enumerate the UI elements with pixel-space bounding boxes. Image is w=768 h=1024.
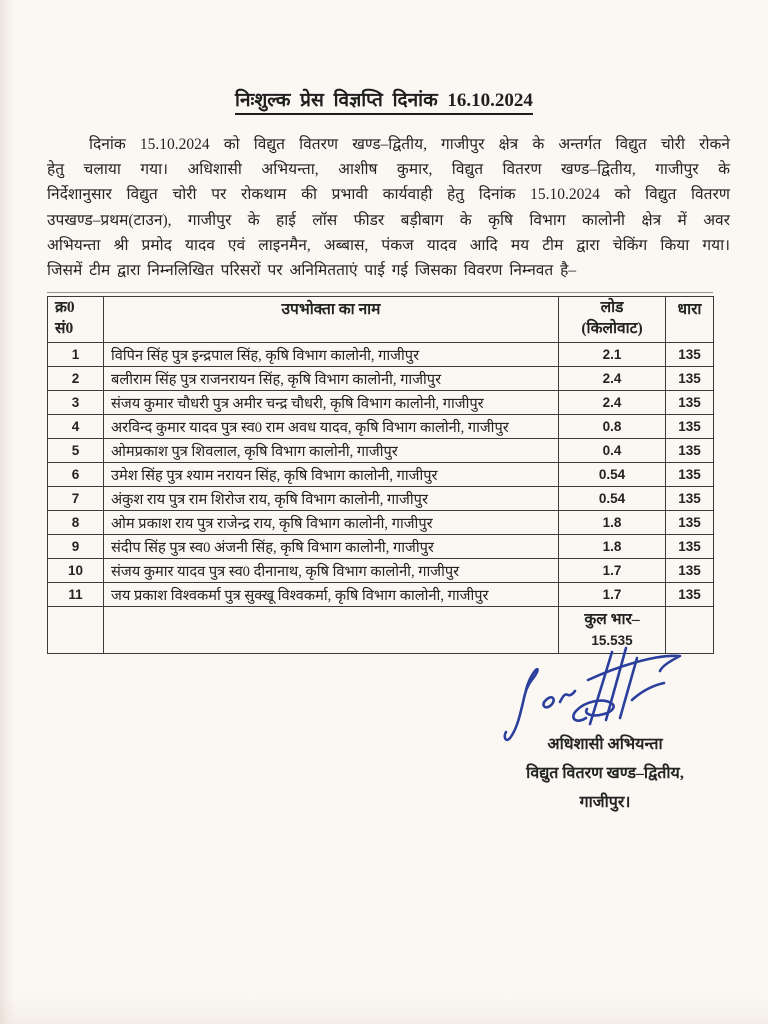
cell-sr: 10: [47, 558, 104, 584]
cell-name: ओम प्रकाश राय पुत्र राजेन्द्र राय, कृषि …: [103, 510, 559, 536]
table-row: 3 संजय कुमार चौधरी पुत्र अमीर चन्द्र चौधर…: [47, 390, 714, 416]
header-serial-line2: सं0: [55, 320, 74, 338]
total-empty-serial: [47, 606, 104, 655]
table-row: 9 संदीप सिंह पुत्र स्व0 अंजनी सिंह, कृषि …: [47, 534, 714, 560]
cell-load: 2.4: [558, 366, 666, 392]
table-row: 7 अंकुश राय पुत्र राम शिरोज राय, कृषि विभ…: [47, 486, 714, 512]
cell-dhara: 135: [665, 510, 714, 536]
cell-sr: 6: [47, 462, 104, 488]
header-load-line2: (किलोवाट): [581, 320, 643, 338]
cell-sr: 8: [47, 510, 104, 536]
cell-name: संजय कुमार चौधरी पुत्र अमीर चन्द्र चौधरी…: [103, 390, 559, 416]
cell-dhara: 135: [665, 414, 714, 440]
cell-dhara: 135: [665, 462, 714, 488]
handwritten-signature-icon: [503, 646, 682, 742]
cell-dhara: 135: [665, 534, 714, 560]
document-title: निःशुल्क प्रेस विज्ञप्ति दिनांक 16.10.20…: [0, 0, 768, 115]
consumer-table: क्र0 सं0 उपभोक्ता का नाम लोड (किलोवाट) ध…: [47, 296, 714, 655]
total-empty-section: [665, 606, 714, 655]
table-row: 1 विपिन सिंह पुत्र इन्द्रपाल सिंह, कृषि व…: [47, 342, 714, 368]
cell-dhara: 135: [665, 342, 714, 368]
cell-name: जय प्रकाश विश्वकर्मा पुत्र सुक्खू विश्वक…: [103, 582, 559, 608]
cell-load: 0.8: [558, 414, 666, 440]
total-empty-name: [103, 606, 559, 655]
cell-load: 2.1: [558, 342, 666, 368]
cell-load: 2.4: [558, 390, 666, 416]
cell-load: 1.7: [558, 558, 666, 584]
cell-name: अरविन्द कुमार यादव पुत्र स्व0 राम अवध या…: [103, 414, 559, 440]
cell-dhara: 135: [665, 366, 714, 392]
signer-city: गाजीपुर।: [579, 794, 631, 811]
header-serial-line1: क्र0: [55, 299, 75, 317]
cell-load: 0.4: [558, 438, 666, 464]
cell-name: विपिन सिंह पुत्र इन्द्रपाल सिंह, कृषि वि…: [103, 342, 559, 368]
cell-name: संदीप सिंह पुत्र स्व0 अंजनी सिंह, कृषि व…: [103, 534, 559, 560]
intro-line: हेतु चलाया गया। अधिशासी अभियन्ता, आशीष क…: [47, 161, 730, 179]
cell-load: 1.8: [558, 534, 666, 560]
signer-designation: अधिशासी अभियन्ता: [547, 736, 663, 753]
cell-name: उमेश सिंह पुत्र श्याम नरायन सिंह, कृषि व…: [103, 462, 559, 488]
total-label: कुल भार–: [584, 611, 640, 629]
cell-sr: 1: [47, 342, 104, 368]
cell-sr: 7: [47, 486, 104, 512]
total-load-cell: कुल भार– 15.535: [558, 606, 666, 655]
cell-load: 0.54: [558, 486, 666, 512]
header-serial: क्र0 सं0: [47, 296, 104, 344]
signer-division: विद्युत वितरण खण्ड–द्वितीय,: [526, 765, 684, 782]
cell-name: संजय कुमार यादव पुत्र स्व0 दीनानाथ, कृषि…: [103, 558, 559, 584]
intro-paragraph: दिनांक 15.10.2024 को विद्युत वितरण खण्ड–…: [47, 132, 730, 283]
cell-sr: 3: [47, 390, 104, 416]
table-row: 8 ओम प्रकाश राय पुत्र राजेन्द्र राय, कृषि…: [47, 510, 714, 536]
table-row: 2 बलीराम सिंह पुत्र राजनरायन सिंह, कृषि व…: [47, 366, 714, 392]
cell-sr: 11: [47, 582, 104, 608]
total-row: कुल भार– 15.535: [47, 606, 714, 655]
cell-name: अंकुश राय पुत्र राम शिरोज राय, कृषि विभा…: [103, 486, 559, 512]
cell-dhara: 135: [665, 390, 714, 416]
cell-dhara: 135: [665, 438, 714, 464]
cell-sr: 4: [47, 414, 104, 440]
cell-load: 0.54: [558, 462, 666, 488]
cell-dhara: 135: [665, 486, 714, 512]
header-load: लोड (किलोवाट): [558, 296, 666, 344]
total-value: 15.535: [591, 633, 633, 649]
header-load-line1: लोड: [600, 299, 624, 317]
table-row: 5 ओमप्रकाश पुत्र शिवलाल, कृषि विभाग कालोन…: [47, 438, 714, 464]
table-header-row: क्र0 सं0 उपभोक्ता का नाम लोड (किलोवाट) ध…: [47, 296, 714, 344]
consumer-table-body: 1 विपिन सिंह पुत्र इन्द्रपाल सिंह, कृषि व…: [47, 342, 714, 608]
cell-dhara: 135: [665, 582, 714, 608]
signing-authority-block: अधिशासी अभियन्ता विद्युत वितरण खण्ड–द्वि…: [500, 730, 710, 817]
cell-load: 1.7: [558, 582, 666, 608]
intro-line: निर्देशानुसार विद्युत चोरी पर रोकथाम की …: [47, 186, 730, 204]
table-row: 11 जय प्रकाश विश्वकर्मा पुत्र सुक्खू विश्…: [47, 582, 714, 608]
cell-name: बलीराम सिंह पुत्र राजनरायन सिंह, कृषि वि…: [103, 366, 559, 392]
cell-name: ओमप्रकाश पुत्र शिवलाल, कृषि विभाग कालोनी…: [103, 438, 559, 464]
document-title-text: निःशुल्क प्रेस विज्ञप्ति दिनांक 16.10.20…: [235, 90, 533, 115]
header-section: धारा: [665, 296, 714, 344]
cell-load: 1.8: [558, 510, 666, 536]
header-consumer-name: उपभोक्ता का नाम: [103, 296, 559, 344]
cell-sr: 5: [47, 438, 104, 464]
table-row: 10 संजय कुमार यादव पुत्र स्व0 दीनानाथ, कृ…: [47, 558, 714, 584]
consumer-table-wrap: क्र0 सं0 उपभोक्ता का नाम लोड (किलोवाट) ध…: [47, 292, 714, 655]
table-row: 4 अरविन्द कुमार यादव पुत्र स्व0 राम अवध य…: [47, 414, 714, 440]
cell-dhara: 135: [665, 558, 714, 584]
table-row: 6 उमेश सिंह पुत्र श्याम नरायन सिंह, कृषि …: [47, 462, 714, 488]
intro-line: दिनांक 15.10.2024 को विद्युत वितरण खण्ड–…: [89, 136, 730, 153]
signature-area: [492, 638, 697, 746]
intro-line: जिसमें टीम द्वारा निम्नलिखित परिसरों पर …: [47, 262, 577, 280]
cell-sr: 2: [47, 366, 104, 392]
intro-line: उपखण्ड–प्रथम(टाउन), गाजीपुर के हाई लॉस फ…: [47, 211, 730, 229]
intro-line: अभियन्ता श्री प्रमोद यादव एवं लाइनमैन, अ…: [47, 236, 730, 254]
cell-sr: 9: [47, 534, 104, 560]
